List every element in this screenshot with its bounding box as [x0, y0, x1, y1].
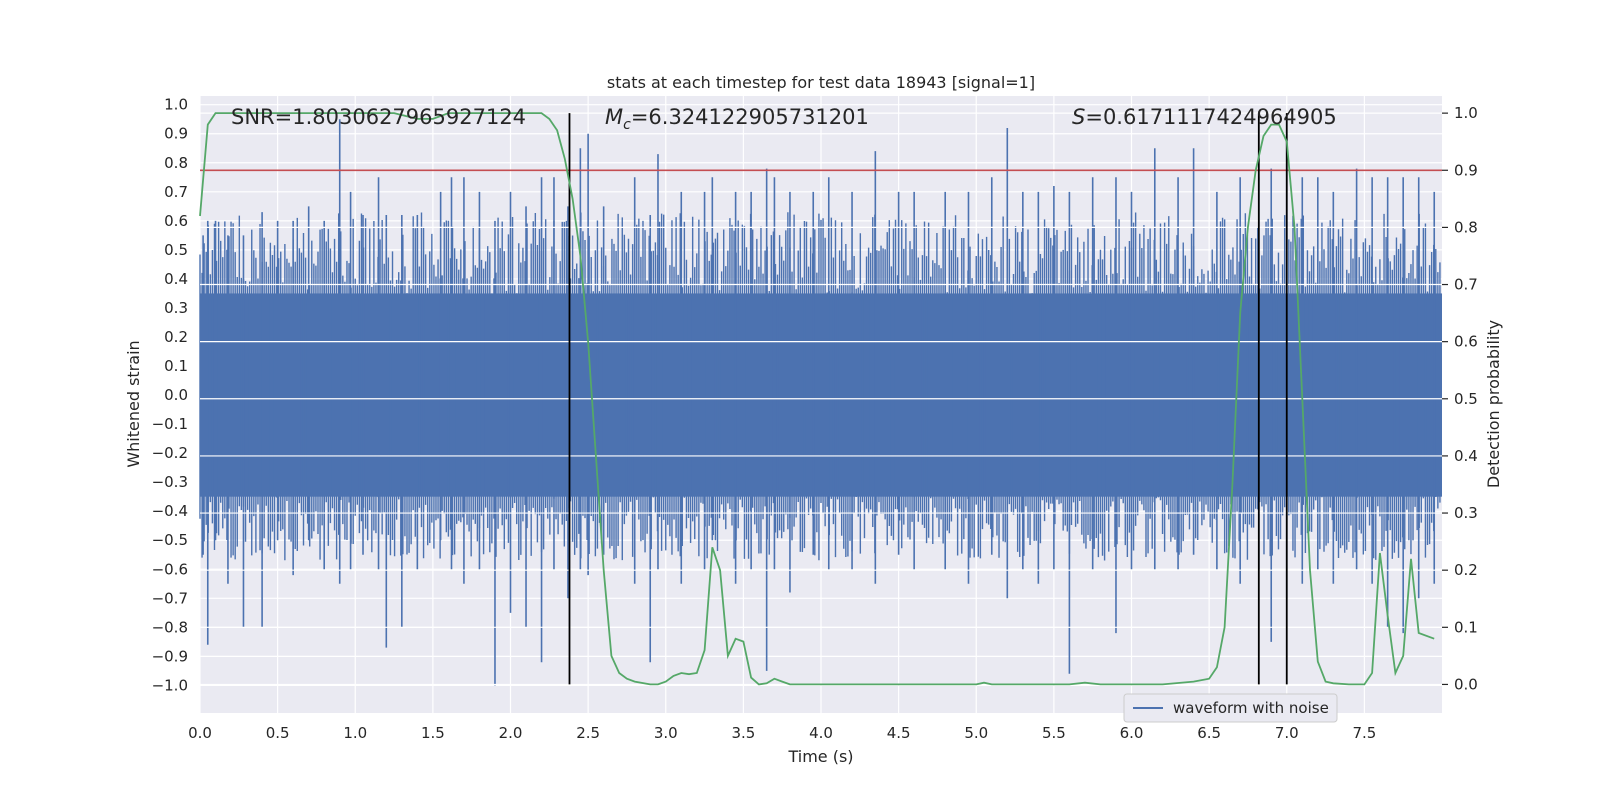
right-y-tick-label-8: 0.8 — [1454, 218, 1478, 236]
right-y-tick-label-1: 0.1 — [1454, 618, 1478, 636]
chirp-mass-value: =6.324122905731201 — [631, 105, 869, 129]
x-tick-label-5: 2.5 — [576, 724, 600, 742]
s-value: =0.6171117424964905 — [1085, 105, 1336, 129]
left-y-tick-label-2: −0.8 — [152, 618, 188, 636]
right-y-axis-ticks: 0.0 0.1 0.2 0.3 0.4 0.5 0.6 0.7 0.8 0.9 1.0 — [1442, 104, 1478, 693]
x-tick-label-9: 4.5 — [887, 724, 911, 742]
left-y-axis-ticks: −1.0 −0.9 −0.8 −0.7 −0.6 −0.5 −0.4 −0.3 −0.2 −0.1… — [152, 96, 188, 695]
right-y-tick-label-7: 0.7 — [1454, 276, 1478, 294]
left-y-tick-label-7: −0.3 — [152, 473, 188, 491]
left-y-tick-label-14: 0.4 — [164, 270, 188, 288]
x-tick-label-3: 1.5 — [421, 724, 445, 742]
right-y-tick-label-3: 0.3 — [1454, 504, 1478, 522]
detection-probability-series — [199, 112, 1435, 686]
left-y-tick-label-1: −0.9 — [152, 647, 188, 665]
left-y-tick-label-17: 0.7 — [164, 183, 188, 201]
s-annotation: S=0.6171117424964905 — [1072, 105, 1337, 129]
legend: waveform with noise — [1123, 693, 1338, 723]
right-axis-grid-lines — [200, 112, 1442, 686]
right-y-tick-label-10: 1.0 — [1454, 104, 1478, 122]
left-y-tick-label-19: 0.9 — [164, 125, 188, 143]
left-y-tick-label-12: 0.2 — [164, 328, 188, 346]
x-tick-label-13: 6.5 — [1197, 724, 1221, 742]
left-y-tick-label-11: 0.1 — [164, 357, 188, 375]
x-tick-label-8: 4.0 — [809, 724, 833, 742]
left-y-tick-label-16: 0.6 — [164, 212, 188, 230]
chirp-mass-subscript: c — [623, 117, 631, 133]
left-y-axis-label: Whitened strain — [124, 340, 143, 467]
right-y-tick-label-0: 0.0 — [1454, 675, 1478, 693]
x-tick-label-1: 0.5 — [266, 724, 290, 742]
x-tick-label-15: 7.5 — [1352, 724, 1376, 742]
x-tick-label-6: 3.0 — [654, 724, 678, 742]
legend-box — [1123, 693, 1338, 723]
waveform-series — [199, 119, 1442, 686]
chirp-mass-annotation: Mc=6.324122905731201 — [605, 105, 869, 133]
left-y-tick-label-13: 0.3 — [164, 299, 188, 317]
right-y-tick-label-9: 0.9 — [1454, 161, 1478, 179]
x-tick-label-12: 6.0 — [1120, 724, 1144, 742]
left-y-tick-label-18: 0.8 — [164, 154, 188, 172]
left-y-tick-label-15: 0.5 — [164, 241, 188, 259]
left-y-tick-label-9: −0.1 — [152, 415, 188, 433]
left-y-tick-label-20: 1.0 — [164, 96, 188, 114]
x-tick-label-7: 3.5 — [731, 724, 755, 742]
legend-label-waveform: waveform with noise — [1173, 699, 1329, 717]
left-y-tick-label-10: 0.0 — [164, 386, 188, 404]
x-tick-label-14: 7.0 — [1275, 724, 1299, 742]
right-y-tick-label-5: 0.5 — [1454, 390, 1478, 408]
left-y-tick-label-4: −0.6 — [152, 560, 188, 578]
right-y-tick-label-4: 0.4 — [1454, 447, 1478, 465]
snr-annotation: SNR=1.8030627965927124 — [231, 105, 526, 129]
detection-probability-line — [199, 112, 1435, 686]
left-y-tick-label-3: −0.7 — [152, 589, 188, 607]
left-y-tick-label-8: −0.2 — [152, 444, 188, 462]
vertical-markers — [568, 113, 1288, 685]
x-tick-label-0: 0.0 — [188, 724, 212, 742]
left-y-tick-label-6: −0.4 — [152, 502, 188, 520]
x-axis-ticks: 0.0 0.5 1.0 1.5 2.0 2.5 3.0 3.5 4.0 4.5 5.0 5.5 6.0 6… — [188, 724, 1376, 742]
left-y-tick-label-0: −1.0 — [152, 676, 188, 694]
s-symbol: S — [1072, 105, 1085, 129]
x-tick-label-10: 5.0 — [964, 724, 988, 742]
x-axis-label: Time (s) — [787, 747, 853, 766]
chirp-mass-symbol: M — [605, 105, 623, 129]
right-y-axis-label: Detection probability — [1484, 320, 1503, 488]
x-tick-label-2: 1.0 — [343, 724, 367, 742]
left-y-tick-label-5: −0.5 — [152, 531, 188, 549]
chart-title: stats at each timestep for test data 189… — [607, 73, 1035, 92]
right-y-tick-label-6: 0.6 — [1454, 333, 1478, 351]
x-tick-label-4: 2.0 — [499, 724, 523, 742]
x-tick-label-11: 5.5 — [1042, 724, 1066, 742]
right-y-tick-label-2: 0.2 — [1454, 561, 1478, 579]
